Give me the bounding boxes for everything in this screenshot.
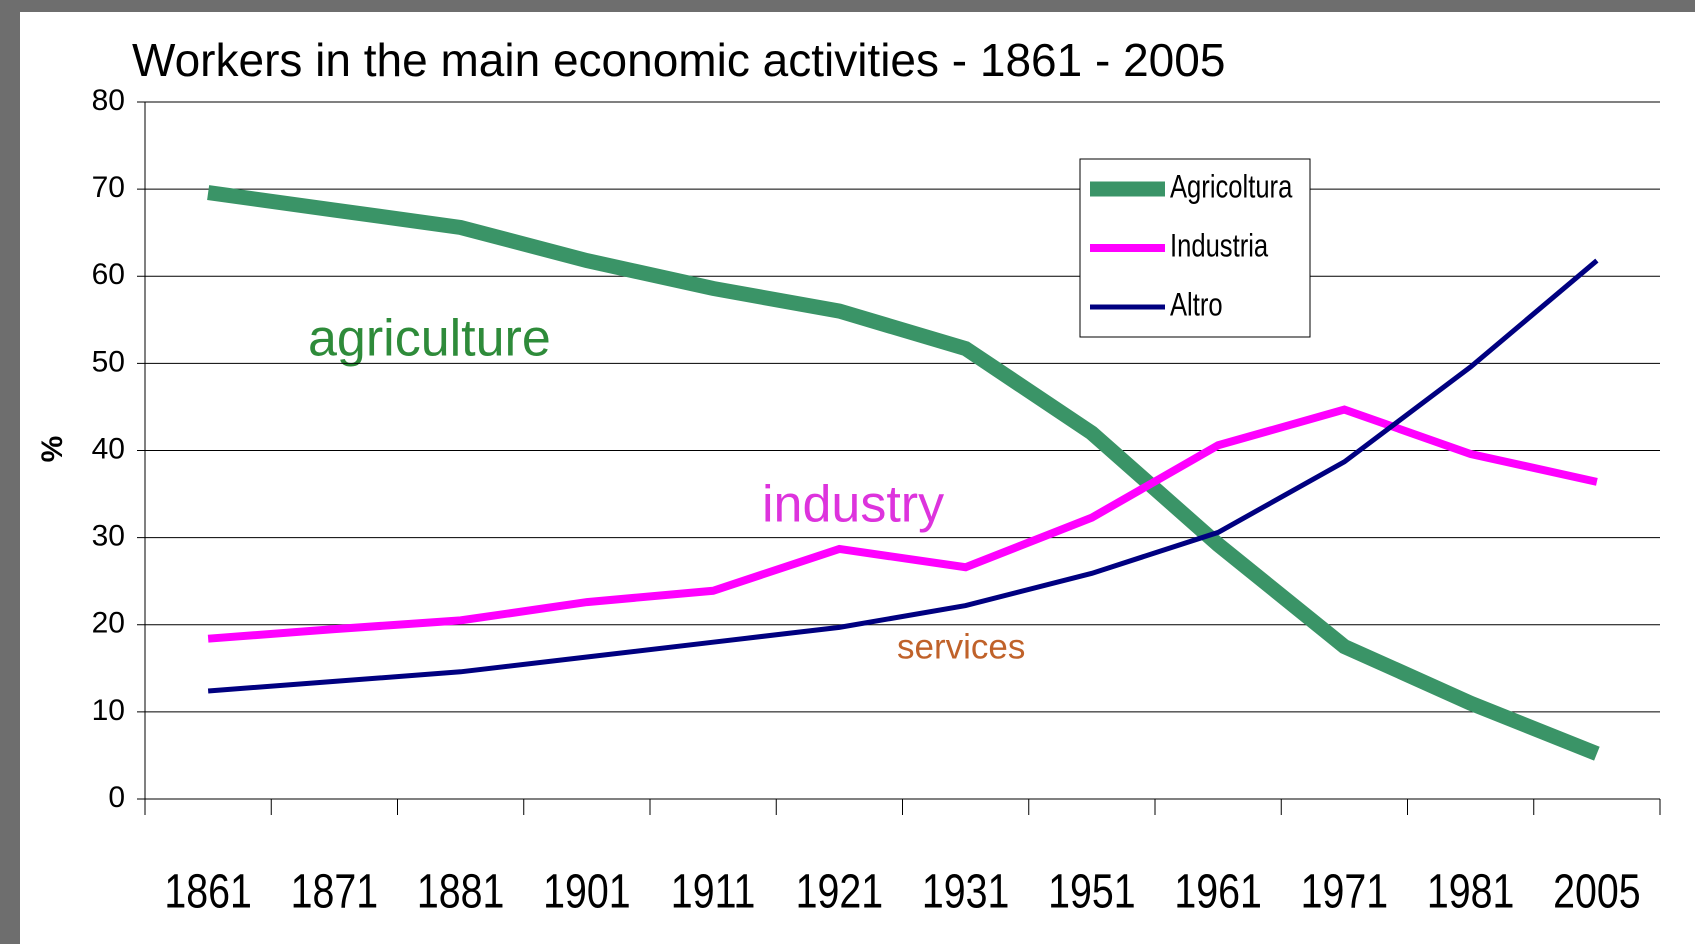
x-tick-label: 1921 (796, 865, 884, 919)
annotation: services (897, 627, 1025, 666)
x-tick-label: 1861 (164, 865, 252, 919)
chart: Workers in the main economic activities … (0, 0, 1695, 944)
annotation: agriculture (308, 310, 551, 368)
annotation: industry (762, 476, 944, 534)
x-tick-label: 1881 (417, 865, 505, 919)
x-tick-label: 1951 (1048, 865, 1136, 919)
page: {"chart_data": {"type": "line", "title":… (0, 0, 1695, 944)
legend-label: Industria (1170, 229, 1269, 264)
y-tick-label: 50 (92, 345, 125, 378)
y-tick-label: 80 (92, 84, 125, 117)
y-tick-label: 40 (92, 432, 125, 465)
y-tick-label: 60 (92, 258, 125, 291)
x-tick-label: 1981 (1427, 865, 1515, 919)
chart-title: Workers in the main economic activities … (132, 34, 1225, 86)
x-tick-label: 1931 (922, 865, 1010, 919)
x-tick-label: 1871 (291, 865, 379, 919)
y-tick-label: 70 (92, 171, 125, 204)
y-tick-label: 20 (92, 607, 125, 640)
y-axis-label: % (36, 436, 69, 463)
x-tick-label: 1911 (671, 865, 756, 919)
x-tick-label: 2005 (1553, 865, 1641, 919)
legend-label: Agricoltura (1170, 170, 1293, 205)
x-tick-label: 1971 (1301, 865, 1389, 919)
y-tick-label: 30 (92, 520, 125, 553)
x-tick-label: 1901 (543, 865, 631, 919)
legend-label: Altro (1170, 288, 1223, 323)
x-tick-label: 1961 (1174, 865, 1262, 919)
y-tick-label: 0 (108, 781, 125, 814)
y-tick-label: 10 (92, 694, 125, 727)
